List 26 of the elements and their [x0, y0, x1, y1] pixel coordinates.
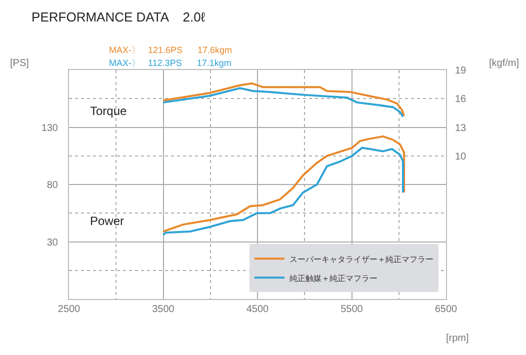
y2-tick-label: 16	[455, 94, 467, 106]
y2-axis-title: [kgf/m]	[489, 58, 520, 69]
line-series	[162, 135, 406, 232]
legend-label: スーパーキャタライザー＋純正マフラー	[289, 254, 434, 264]
y-tick-label: 80	[46, 180, 58, 191]
y-axis-title: [PS]	[10, 58, 30, 69]
legend-label: 純正触媒＋純正マフラー	[289, 274, 378, 283]
line-series	[162, 87, 404, 118]
chart-title: PERFORMANCE DATA 2.0ℓ	[32, 10, 206, 25]
text: MAX-〉 112.3PS 17.1kgm	[109, 58, 232, 68]
annotation: Power	[90, 214, 124, 228]
y-tick-label: 30	[46, 237, 58, 248]
y2-tick-label: 10	[455, 151, 467, 162]
y2-tick-label: 19	[455, 66, 467, 76]
annotation: Torque	[90, 104, 128, 118]
line-series	[162, 82, 406, 117]
y-tick-label: 130	[41, 122, 58, 134]
x-tick-label: 5500	[340, 304, 364, 315]
x-tick-label: 4500	[246, 304, 270, 315]
text: MAX-〉 121.6PS 17.6kgm	[109, 45, 232, 55]
line-series	[162, 146, 404, 236]
x-tick-label: 3500	[152, 304, 175, 315]
x-axis-title: [rpm]	[446, 333, 469, 344]
y2-tick-label: 13	[455, 122, 467, 134]
x-tick-label: 2500	[58, 304, 81, 315]
x-tick-label: 6500	[434, 304, 458, 315]
